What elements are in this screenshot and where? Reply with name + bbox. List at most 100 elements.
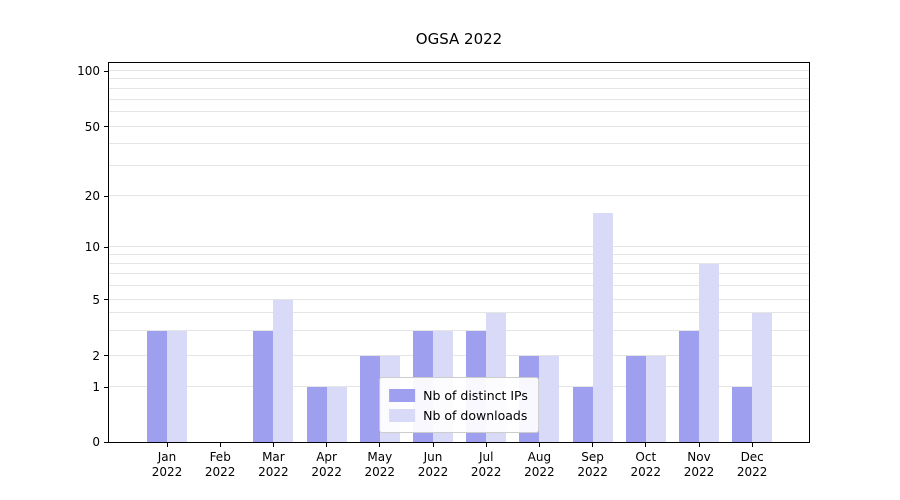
gridline [109, 70, 809, 71]
chart-title: OGSA 2022 [415, 30, 503, 48]
legend: Nb of distinct IPs Nb of downloads [379, 377, 539, 433]
legend-swatch-icon [389, 388, 416, 402]
x-tick-year: 2022 [736, 465, 768, 479]
bar-ips-nov [679, 330, 699, 442]
bar-downloads-nov [699, 264, 719, 442]
x-tick-month: Feb [209, 450, 231, 464]
x-tick-year: 2022 [364, 465, 396, 479]
x-tick-label: Oct 2022 [614, 450, 678, 480]
bar-downloads-sep [592, 212, 613, 442]
x-tick-label: Jan 2022 [135, 450, 199, 480]
y-tick-label: 5 [92, 292, 100, 307]
x-tick-month: Dec [740, 450, 764, 464]
gridline [109, 263, 809, 265]
bar-ips-mar [253, 330, 274, 442]
x-tick-label: Aug 2022 [507, 450, 571, 480]
x-tick-year: 2022 [683, 465, 715, 479]
x-tick-label: Jul 2022 [454, 450, 518, 480]
x-tick-month: Jul [478, 450, 494, 464]
legend-label: Nb of downloads [423, 407, 528, 423]
x-tick-label: Jun 2022 [401, 450, 465, 480]
x-tick-mark [698, 443, 700, 447]
y-tick-label: 0 [92, 435, 100, 449]
bar-downloads-aug [539, 355, 560, 442]
bar-ips-jan [147, 330, 167, 442]
y-tick-label: 1 [92, 380, 100, 395]
bar-ips-oct [625, 355, 646, 442]
legend-label: Nb of distinct IPs [423, 387, 528, 403]
gridline [109, 246, 809, 248]
y-tick-mark [104, 355, 109, 357]
x-tick-year: 2022 [258, 465, 289, 479]
plot-area: Nb of distinct IPs Nb of downloads [108, 62, 810, 443]
bar-downloads-dec [752, 313, 773, 442]
bar-ips-may [359, 355, 380, 442]
x-tick-mark [379, 443, 381, 447]
y-tick-mark [104, 246, 109, 248]
bar-ips-sep [572, 387, 593, 442]
legend-item: Nb of downloads [389, 405, 528, 425]
y-tick-label: 20 [84, 189, 100, 204]
x-tick-mark [166, 443, 168, 447]
y-tick-mark [104, 70, 109, 72]
x-tick-label: Dec 2022 [720, 450, 784, 480]
y-tick-label: 2 [92, 348, 100, 363]
y-tick-mark [104, 386, 109, 388]
x-tick-label: Mar 2022 [241, 450, 305, 480]
x-tick-label: Nov 2022 [667, 450, 731, 480]
gridline [109, 142, 809, 144]
x-tick-mark [272, 443, 274, 447]
x-tick-month: Oct [635, 450, 657, 464]
x-tick-mark [592, 443, 594, 447]
y-tick-mark [104, 126, 109, 128]
bar-downloads-jan [167, 330, 187, 442]
gridline [109, 312, 809, 314]
y-tick-label: 50 [84, 119, 100, 134]
x-tick-label: Apr 2022 [295, 450, 359, 480]
gridline [109, 254, 809, 256]
x-tick-month: Sep [581, 450, 604, 464]
y-tick-label: 10 [84, 240, 100, 255]
x-tick-year: 2022 [204, 465, 236, 479]
x-tick-year: 2022 [577, 465, 608, 479]
x-tick-mark [751, 443, 753, 447]
x-tick-month: Aug [527, 450, 552, 464]
gridline [109, 164, 809, 166]
gridline [109, 285, 809, 286]
x-tick-mark [485, 443, 487, 447]
x-tick-month: Jun [423, 450, 443, 464]
x-tick-mark [432, 443, 434, 447]
bar-ips-dec [732, 387, 753, 442]
y-tick-mark [104, 441, 109, 443]
x-tick-year: 2022 [524, 465, 555, 479]
x-tick-mark [219, 443, 221, 447]
gridline [109, 125, 809, 127]
x-tick-month: May [367, 450, 393, 464]
gridline [109, 98, 809, 100]
gridline [109, 87, 809, 89]
x-tick-mark [326, 443, 328, 447]
y-tick-mark [104, 195, 109, 197]
x-tick-label: May 2022 [348, 450, 412, 480]
y-tick-mark [104, 299, 109, 301]
legend-item: Nb of distinct IPs [389, 385, 528, 405]
bar-downloads-oct [645, 355, 666, 442]
x-tick-mark [645, 443, 647, 447]
x-tick-mark [538, 443, 540, 447]
bar-downloads-mar [273, 299, 294, 442]
x-tick-year: 2022 [630, 465, 662, 479]
gridline [109, 78, 809, 80]
gridline [109, 195, 809, 197]
x-tick-month: Jan [157, 450, 177, 464]
gridline [109, 111, 809, 112]
x-tick-year: 2022 [470, 465, 502, 479]
gridline [109, 273, 809, 275]
x-tick-year: 2022 [417, 465, 449, 479]
x-tick-month: Nov [687, 450, 711, 464]
x-tick-month: Apr [316, 450, 337, 464]
bar-ips-apr [306, 387, 327, 442]
x-tick-year: 2022 [151, 465, 183, 479]
gridline [109, 354, 809, 356]
x-tick-label: Feb 2022 [188, 450, 252, 480]
